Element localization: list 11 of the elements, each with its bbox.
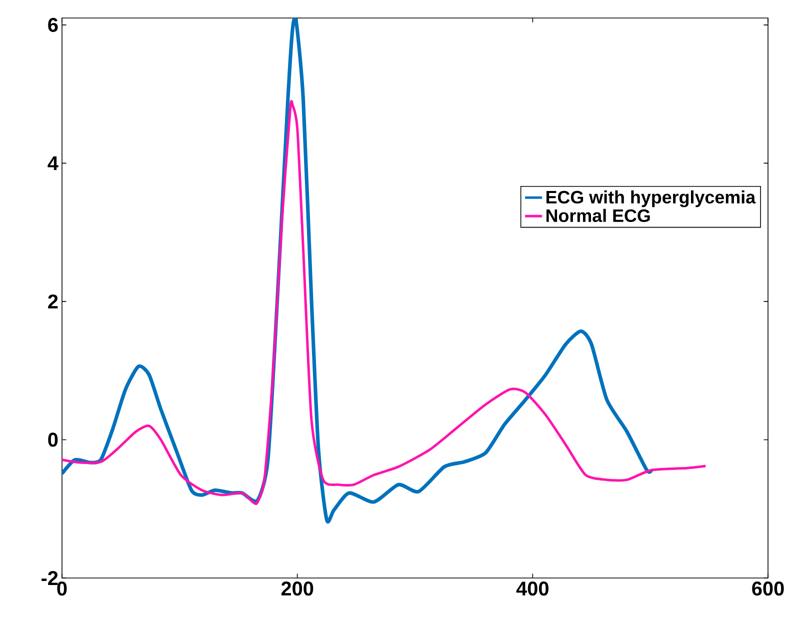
legend-label: Normal ECG xyxy=(546,208,650,222)
x-tick-label: 400 xyxy=(516,582,548,596)
y-tick-label: 6 xyxy=(48,18,58,32)
y-tick-label: 4 xyxy=(48,156,58,170)
y-tick-label: -2 xyxy=(42,571,58,585)
x-tick-label: 0 xyxy=(57,582,67,596)
legend-label: ECG with hyperglycemia xyxy=(546,190,756,208)
x-tick-label: 200 xyxy=(281,582,314,596)
x-tick-label: 600 xyxy=(752,582,784,596)
y-tick-label: 2 xyxy=(48,294,58,308)
y-tick-label: 0 xyxy=(48,432,58,447)
